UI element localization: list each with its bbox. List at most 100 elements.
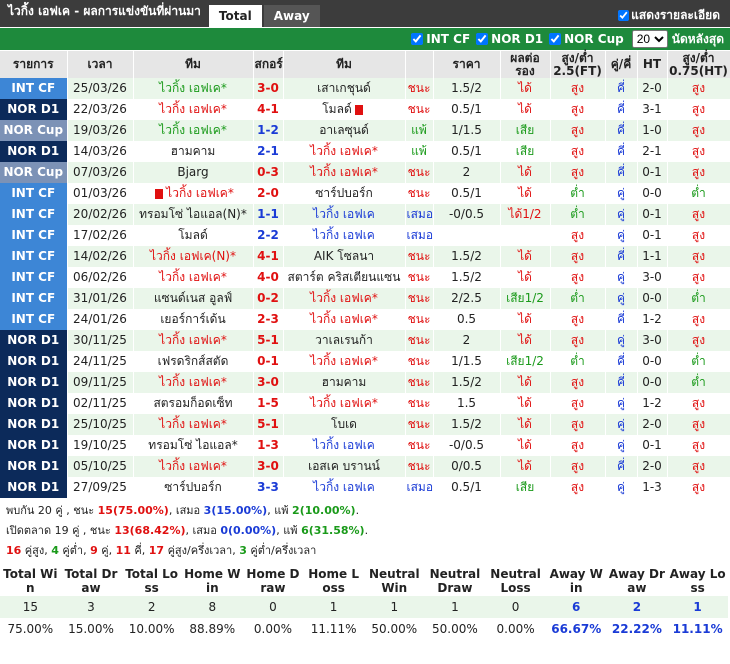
league-filter[interactable]: NOR Cup <box>549 32 624 46</box>
price-text: 1.5/2 <box>451 270 482 284</box>
over-under-ht: สูง <box>667 141 730 162</box>
score: 3-0 <box>253 372 284 393</box>
date: 02/11/25 <box>67 393 134 414</box>
count-select[interactable]: 20 <box>631 30 668 48</box>
count-label: นัดหลังสุด <box>671 31 724 46</box>
date: 27/09/25 <box>67 477 134 498</box>
over-under-text: สูง <box>570 144 585 158</box>
home-team: ไวกิ้ง เอฟเค* <box>133 456 254 477</box>
stats-percent: 0.00% <box>496 622 535 636</box>
over-under-ht-text: สูง <box>691 270 706 284</box>
stats-counts: 15 3 2 8 0 1 1 1 0 6 2 1 <box>0 596 728 618</box>
away-team: ไวกิ้ง เอฟเค <box>283 435 406 456</box>
odd-even: คู่ <box>605 330 638 351</box>
handicap-result: ได้1/2 <box>500 204 551 225</box>
match-row: NOR D1 30/11/25 ไวกิ้ง เอฟเค* 5-1 วาเลเรนก้า… <box>0 330 730 351</box>
checkbox[interactable] <box>618 10 630 21</box>
stats-count: 3 <box>60 596 122 618</box>
home-team-text: โมลด์ <box>178 228 208 242</box>
result-text: ชนะ <box>407 354 431 368</box>
column-header <box>405 51 434 78</box>
stats-percents: 75.00% 15.00% 10.00% 88.89% 0.00% 11.11% 50.00… <box>0 618 728 640</box>
odd-even: คู่ <box>605 288 638 309</box>
home-team-text: ไวกิ้ง เอฟเค* <box>159 459 227 473</box>
home-team: Bjarg <box>133 162 254 183</box>
league-text: NOR D1 <box>7 375 60 389</box>
away-team: ไวกิ้ง เอฟเค* <box>283 141 406 162</box>
half-time-score-text: 3-0 <box>642 270 662 284</box>
half-time-score: 1-2 <box>637 309 668 330</box>
half-time-score: 0-0 <box>637 183 668 204</box>
away-team-text: อาเลซุนด์ <box>319 123 369 137</box>
score-text: 1-5 <box>257 396 279 410</box>
over-under-text: สูง <box>570 81 585 95</box>
away-team-text: ไวกิ้ง เอฟเค* <box>310 354 378 368</box>
summary-text: 16 <box>6 544 22 557</box>
match-row: NOR Cup 07/03/26 Bjarg 0-3 ไวกิ้ง เอฟเค* ชนะ 2… <box>0 162 730 183</box>
result: แพ้ <box>405 120 434 141</box>
home-team: ฮามคาม <box>133 141 254 162</box>
away-team-text: AIK โซลนา <box>313 249 375 263</box>
price-text: 2 <box>462 165 471 179</box>
match-row: NOR Cup 19/03/26 ไวกิ้ง เอฟเค* 1-2 อาเลซุนด์… <box>0 120 730 141</box>
league: NOR D1 <box>0 435 68 456</box>
match-row: INT CF 06/02/26 ไวกิ้ง เอฟเค* 4-0 สตาร์ต คริ… <box>0 267 730 288</box>
result-text: ชนะ <box>407 270 431 284</box>
over-under: สูง <box>550 435 606 456</box>
checkbox[interactable] <box>411 33 424 45</box>
result: ชนะ <box>405 288 434 309</box>
league-text: INT CF <box>11 228 56 242</box>
league-filter[interactable]: NOR D1 <box>476 32 543 46</box>
summary-text: 17 <box>148 544 165 557</box>
away-team: สตาร์ต คริสเตียนแซน <box>283 267 406 288</box>
price: 0.5 <box>433 309 501 330</box>
result: ชนะ <box>405 351 434 372</box>
score: 5-1 <box>253 414 284 435</box>
odd-even-text: คู่ <box>616 333 626 347</box>
home-team-text: ไวกิ้ง เอฟเค* <box>166 186 234 200</box>
stats-percent: 11.11% <box>672 622 723 636</box>
date: 01/03/26 <box>67 183 134 204</box>
tab[interactable]: Away <box>263 5 320 27</box>
date: 14/03/26 <box>67 141 134 162</box>
league-text: NOR D1 <box>7 102 60 116</box>
score-text: 3-0 <box>257 81 279 95</box>
summary-text: คู่สูง/ครึ่งเวลา, <box>164 544 240 557</box>
over-under-ht-text: สูง <box>691 396 706 410</box>
league: NOR D1 <box>0 99 68 120</box>
league: INT CF <box>0 204 68 225</box>
home-team-text: ซาร์ปบอร์ก <box>164 480 222 494</box>
handicap-result-text: เสีย1/2 <box>506 291 544 305</box>
handicap-result-text: ได้ <box>518 459 532 473</box>
score: 4-0 <box>253 267 284 288</box>
half-time-score-text: 0-1 <box>642 207 662 221</box>
match-row: NOR D1 02/11/25 สตรอมก็อดเซ็ท 1-5 ไวกิ้ง เอฟ… <box>0 393 730 414</box>
over-under: ต่ำ <box>550 351 606 372</box>
handicap-result: เสีย <box>500 141 551 162</box>
score-text: 3-0 <box>257 459 279 473</box>
odd-even-text: คี่ <box>616 144 626 158</box>
odd-even-text: คี่ <box>616 165 626 179</box>
date: 22/03/26 <box>67 99 134 120</box>
away-team-text: วาเลเรนก้า <box>315 333 373 347</box>
handicap-result-text: ได้ <box>518 333 532 347</box>
over-under-text: สูง <box>570 123 585 137</box>
over-under-text: สูง <box>570 165 585 179</box>
stats-percent: 75.00% <box>7 622 54 636</box>
checkbox[interactable] <box>476 33 489 45</box>
date-text: 24/11/25 <box>73 354 127 368</box>
match-row: INT CF 25/03/26 ไวกิ้ง เอฟเค* 3-0 เสาเกชุนด์… <box>0 78 730 99</box>
match-row: INT CF 20/02/26 ทรอมโซ่ ไอแอล(N)* 1-1 ไวกิ้ง… <box>0 204 730 225</box>
tab[interactable]: Total <box>208 5 262 27</box>
detail-toggle[interactable]: แสดงรายละเอียด <box>618 6 720 25</box>
league-text: NOR Cup <box>3 123 64 137</box>
league-filter[interactable]: INT CF <box>411 32 470 46</box>
checkbox[interactable] <box>549 33 562 45</box>
league: NOR Cup <box>0 162 68 183</box>
handicap-result-text: ได้ <box>518 375 532 389</box>
half-time-score: 0-1 <box>637 162 668 183</box>
match-row: NOR D1 27/09/25 ซาร์ปบอร์ก 3-3 ไวกิ้ง เอฟเค เ… <box>0 477 730 498</box>
stats-header: Away Win <box>545 566 607 596</box>
away-team: ไวกิ้ง เอฟเค* <box>283 288 406 309</box>
score: 2-1 <box>253 141 284 162</box>
